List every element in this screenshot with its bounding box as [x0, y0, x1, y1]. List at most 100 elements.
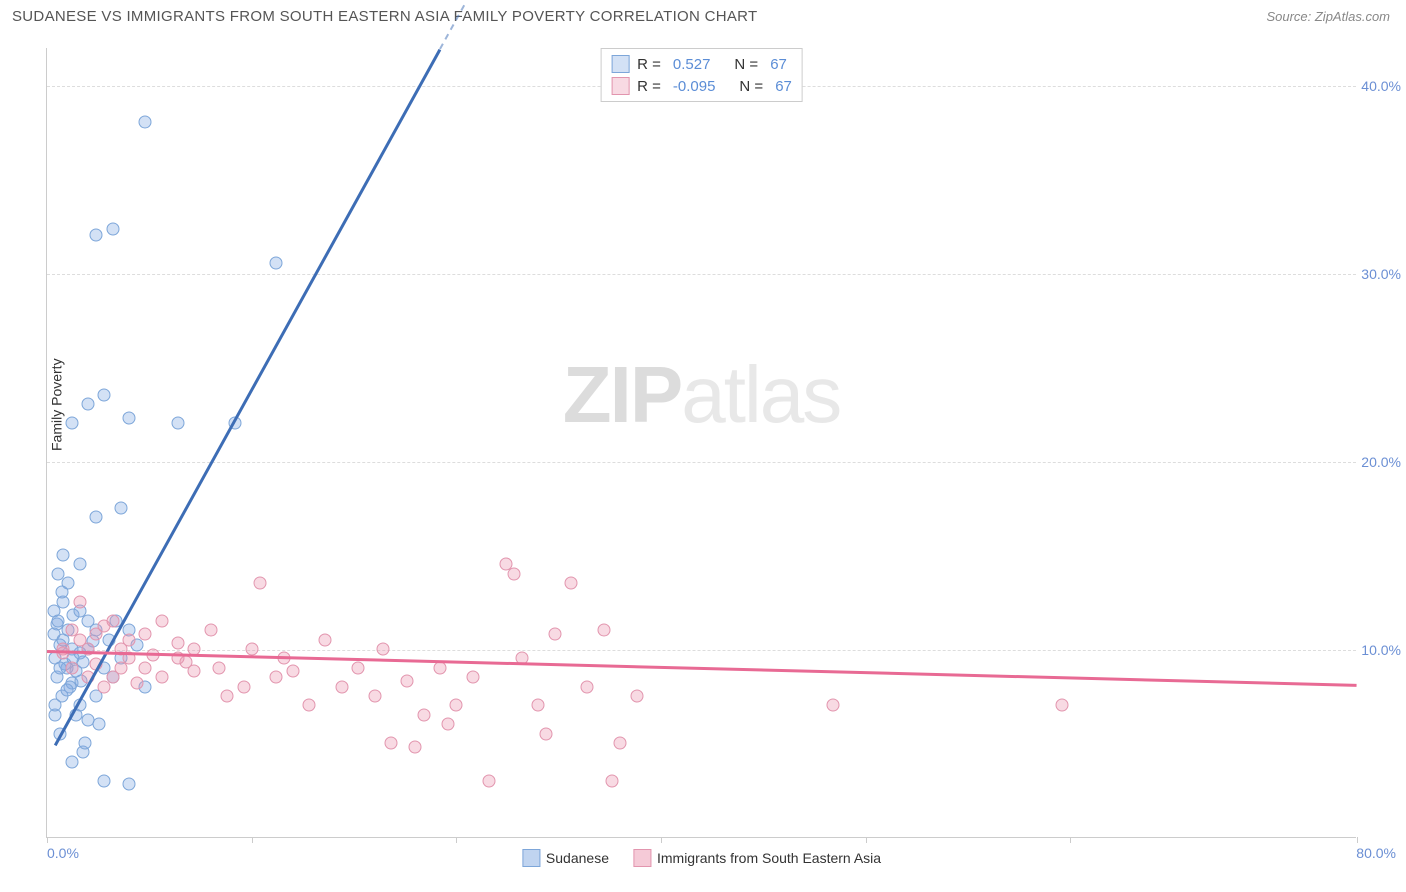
y-tick-label: 30.0% [1361, 266, 1401, 282]
data-point [65, 417, 78, 430]
data-point [548, 627, 561, 640]
data-point [335, 680, 348, 693]
data-point [434, 661, 447, 674]
data-point [253, 577, 266, 590]
data-point [81, 398, 94, 411]
data-point [122, 411, 135, 424]
data-point [49, 699, 62, 712]
data-point [212, 661, 225, 674]
legend-label: Sudanese [546, 850, 609, 866]
x-tick [1070, 837, 1071, 843]
data-point [139, 627, 152, 640]
gridline [47, 462, 1356, 463]
chart-title: SUDANESE VS IMMIGRANTS FROM SOUTH EASTER… [12, 8, 758, 25]
x-tick [456, 837, 457, 843]
data-point [57, 548, 70, 561]
data-point [442, 718, 455, 731]
data-point [466, 671, 479, 684]
r-label: R = [637, 56, 661, 73]
data-point [450, 699, 463, 712]
chart-container: Family Poverty ZIPatlas R = 0.527N = 67R… [46, 48, 1386, 838]
watermark: ZIPatlas [563, 349, 840, 441]
data-point [78, 736, 91, 749]
data-point [57, 642, 70, 655]
x-tick [866, 837, 867, 843]
n-label: N = [734, 56, 758, 73]
data-point [827, 699, 840, 712]
r-label: R = [637, 78, 661, 95]
data-point [376, 642, 389, 655]
data-point [532, 699, 545, 712]
x-tick-label: 80.0% [1356, 845, 1396, 861]
n-value: 67 [770, 56, 787, 73]
data-point [93, 718, 106, 731]
data-point [90, 511, 103, 524]
data-point [417, 708, 430, 721]
data-point [155, 614, 168, 627]
data-point [98, 774, 111, 787]
data-point [319, 633, 332, 646]
legend-label: Immigrants from South Eastern Asia [657, 850, 881, 866]
data-point [81, 614, 94, 627]
data-point [303, 699, 316, 712]
data-point [114, 661, 127, 674]
data-point [483, 774, 496, 787]
legend-swatch [611, 55, 629, 73]
x-tick-label: 0.0% [47, 845, 79, 861]
data-point [270, 671, 283, 684]
data-point [139, 661, 152, 674]
trend-line [54, 49, 441, 746]
n-label: N = [739, 78, 763, 95]
data-point [204, 624, 217, 637]
data-point [221, 689, 234, 702]
data-point [65, 755, 78, 768]
data-point [65, 624, 78, 637]
data-point [237, 680, 250, 693]
correlation-legend: R = 0.527N = 67R = -0.095N = 67 [600, 48, 803, 102]
data-point [245, 642, 258, 655]
x-tick [1357, 837, 1358, 843]
data-point [352, 661, 365, 674]
gridline [47, 274, 1356, 275]
data-point [605, 774, 618, 787]
plot-area: ZIPatlas R = 0.527N = 67R = -0.095N = 67… [46, 48, 1356, 838]
series-legend: Sudanese Immigrants from South Eastern As… [522, 849, 881, 867]
data-point [98, 388, 111, 401]
legend-item: Immigrants from South Eastern Asia [633, 849, 881, 867]
legend-swatch [633, 849, 651, 867]
data-point [565, 577, 578, 590]
x-tick [252, 837, 253, 843]
n-value: 67 [775, 78, 792, 95]
data-point [90, 229, 103, 242]
data-point [90, 627, 103, 640]
source-attribution: Source: ZipAtlas.com [1266, 9, 1390, 24]
data-point [409, 740, 422, 753]
legend-item: Sudanese [522, 849, 609, 867]
legend-swatch [611, 77, 629, 95]
gridline [47, 650, 1356, 651]
data-point [630, 689, 643, 702]
data-point [114, 501, 127, 514]
data-point [55, 586, 68, 599]
legend-row: R = -0.095 N = 67 [611, 75, 792, 97]
data-point [1056, 699, 1069, 712]
r-value: -0.095 [673, 78, 716, 95]
x-tick [661, 837, 662, 843]
data-point [401, 674, 414, 687]
x-tick [47, 837, 48, 843]
data-point [172, 637, 185, 650]
data-point [172, 417, 185, 430]
data-point [98, 680, 111, 693]
data-point [597, 624, 610, 637]
chart-header: SUDANESE VS IMMIGRANTS FROM SOUTH EASTER… [0, 0, 1406, 29]
data-point [106, 223, 119, 236]
y-tick-label: 20.0% [1361, 454, 1401, 470]
data-point [65, 661, 78, 674]
data-point [384, 736, 397, 749]
data-point [507, 567, 520, 580]
data-point [286, 665, 299, 678]
data-point [139, 116, 152, 129]
data-point [52, 567, 65, 580]
data-point [106, 614, 119, 627]
legend-row: R = 0.527N = 67 [611, 53, 792, 75]
